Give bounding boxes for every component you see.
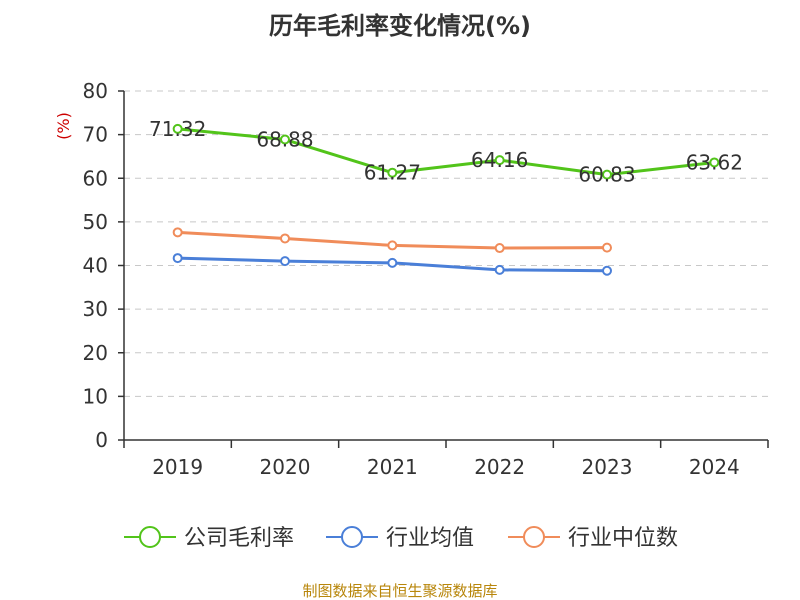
legend: 公司毛利率 行业均值 行业中位数 — [124, 526, 678, 551]
x-tick-label: 2023 — [582, 455, 633, 479]
data-point — [494, 155, 505, 166]
data-point — [172, 123, 183, 134]
series-layer — [172, 123, 720, 276]
y-tick-label: 40 — [83, 254, 108, 278]
data-point — [602, 169, 612, 180]
legend-label: 行业中位数 — [568, 526, 678, 551]
data-point — [709, 157, 720, 168]
data-point — [387, 257, 398, 268]
data-point — [494, 243, 505, 254]
y-tick-label: 60 — [83, 166, 108, 190]
y-tick-label: 20 — [83, 341, 108, 365]
series-line-0 — [177, 127, 715, 177]
y-tick-label: 10 — [83, 384, 108, 408]
y-tick-label: 50 — [83, 210, 108, 234]
data-point — [280, 134, 290, 145]
data-point — [280, 256, 290, 267]
x-tick-label: 2022 — [474, 455, 525, 479]
chart-title: 历年毛利率变化情况(%) — [269, 12, 531, 40]
legend-marker — [139, 526, 161, 548]
y-axis-unit-label: (%) — [54, 112, 73, 140]
y-tick-label: 70 — [83, 123, 108, 147]
data-point — [602, 242, 612, 253]
data-labels: 71.32 68.88 61.27 64.16 60.83 63.62 — [149, 117, 743, 187]
data-label: 71.32 — [149, 117, 206, 141]
data-point — [494, 264, 505, 275]
data-label: 64.16 — [471, 148, 528, 172]
y-tick-label: 80 — [83, 79, 108, 103]
legend-label: 公司毛利率 — [184, 526, 294, 551]
data-label: 60.83 — [578, 163, 635, 187]
data-point — [602, 265, 612, 276]
data-point — [280, 233, 290, 244]
y-tick-label: 30 — [83, 297, 108, 321]
data-label: 61.27 — [364, 161, 421, 185]
data-label: 63.62 — [686, 150, 743, 174]
legend-label: 行业均值 — [386, 526, 474, 551]
legend-marker — [523, 526, 545, 548]
x-tick-label: 2021 — [367, 455, 418, 479]
source-note: 制图数据来自恒生聚源数据库 — [302, 582, 497, 600]
axes: 0 10 20 30 40 50 60 70 80 2019 2020 2021 2022 2023 202… — [83, 79, 769, 479]
data-point — [172, 253, 183, 264]
legend-marker — [341, 526, 363, 548]
x-tick-label: 2020 — [260, 455, 311, 479]
x-tick-label: 2019 — [152, 455, 203, 479]
y-tick-label: 0 — [95, 428, 108, 452]
data-point — [172, 227, 183, 238]
grid-lines — [124, 90, 768, 397]
data-label: 68.88 — [256, 128, 313, 152]
x-tick-label: 2024 — [689, 455, 740, 479]
data-point — [387, 240, 398, 251]
data-point — [387, 167, 398, 178]
